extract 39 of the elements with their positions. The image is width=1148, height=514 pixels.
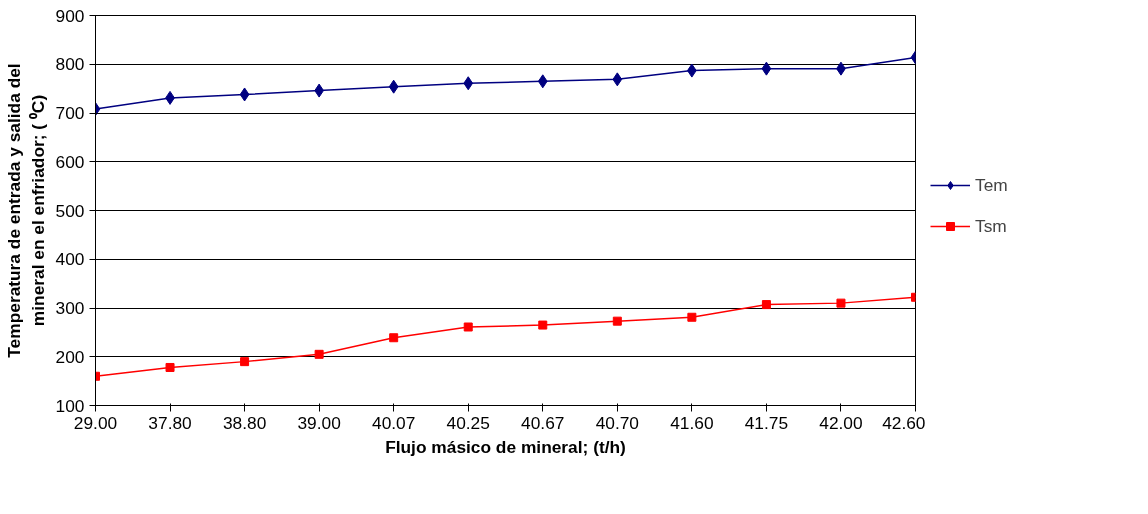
point <box>239 87 250 102</box>
point <box>314 349 324 359</box>
point <box>165 362 175 372</box>
y-tick-label: 500 <box>55 200 85 221</box>
point <box>836 298 846 308</box>
point <box>537 74 548 89</box>
point <box>687 312 697 322</box>
x-tick-label: 42.60 <box>882 412 926 433</box>
x-tick-label: 40.07 <box>372 412 416 433</box>
y-tick-label: 800 <box>55 54 85 75</box>
y-tick-label: 900 <box>55 5 85 26</box>
point <box>538 320 548 330</box>
point <box>463 76 474 91</box>
point <box>240 357 250 367</box>
x-tick-label: 40.25 <box>446 412 490 433</box>
x-tick-label: 38.80 <box>222 412 267 433</box>
y-tick-label: 700 <box>55 103 85 123</box>
y-tick-label: 600 <box>55 151 85 172</box>
y-tick-label: 400 <box>55 249 85 270</box>
x-axis-title: Flujo másico de mineral; (t/h) <box>385 436 626 457</box>
x-tick-label: 40.67 <box>521 412 565 433</box>
x-tick-label: 39.00 <box>297 412 341 433</box>
x-tick-label: 40.70 <box>595 412 640 433</box>
y-axis-title: Temperatura de entrada y salida del mineral en el enfriador; ( ⁰C) <box>3 63 48 358</box>
point <box>388 79 399 94</box>
point <box>612 72 623 87</box>
y-tick-label: 300 <box>55 298 85 318</box>
x-tick-label: 41.60 <box>670 412 714 433</box>
point <box>389 333 399 343</box>
point <box>761 61 772 76</box>
legend-label: Tsm <box>975 215 1007 237</box>
point <box>463 322 473 332</box>
x-tick-label: 37.80 <box>148 412 192 433</box>
legend-label: Tem <box>975 174 1008 196</box>
point <box>761 300 771 310</box>
x-tick-label: 41.75 <box>744 412 789 433</box>
point <box>612 316 622 326</box>
x-tick-label: 42.00 <box>819 412 863 433</box>
y-tick-label: 200 <box>55 346 85 367</box>
